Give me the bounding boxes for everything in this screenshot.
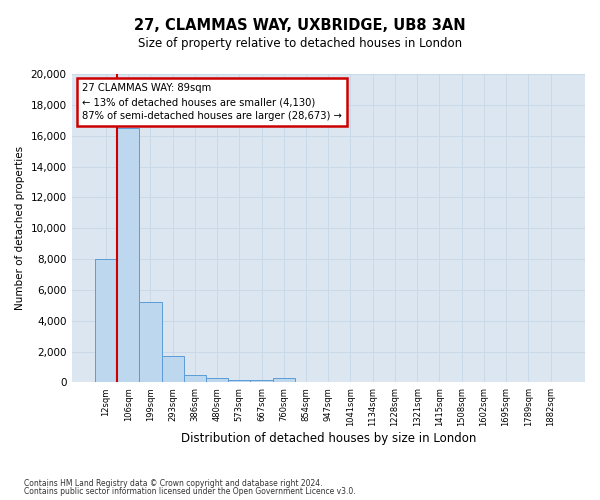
Bar xyxy=(273,378,295,382)
Bar xyxy=(250,380,273,382)
Text: Size of property relative to detached houses in London: Size of property relative to detached ho… xyxy=(138,38,462,51)
Bar xyxy=(161,356,184,382)
Text: 27 CLAMMAS WAY: 89sqm
← 13% of detached houses are smaller (4,130)
87% of semi-d: 27 CLAMMAS WAY: 89sqm ← 13% of detached … xyxy=(82,84,341,122)
Bar xyxy=(139,302,161,382)
Text: Contains HM Land Registry data © Crown copyright and database right 2024.: Contains HM Land Registry data © Crown c… xyxy=(24,478,323,488)
Text: 27, CLAMMAS WAY, UXBRIDGE, UB8 3AN: 27, CLAMMAS WAY, UXBRIDGE, UB8 3AN xyxy=(134,18,466,32)
Text: Contains public sector information licensed under the Open Government Licence v3: Contains public sector information licen… xyxy=(24,487,356,496)
Y-axis label: Number of detached properties: Number of detached properties xyxy=(15,146,25,310)
Bar xyxy=(206,378,228,382)
Bar xyxy=(95,259,117,382)
Bar xyxy=(228,380,250,382)
X-axis label: Distribution of detached houses by size in London: Distribution of detached houses by size … xyxy=(181,432,476,445)
Bar xyxy=(117,128,139,382)
Bar xyxy=(184,374,206,382)
